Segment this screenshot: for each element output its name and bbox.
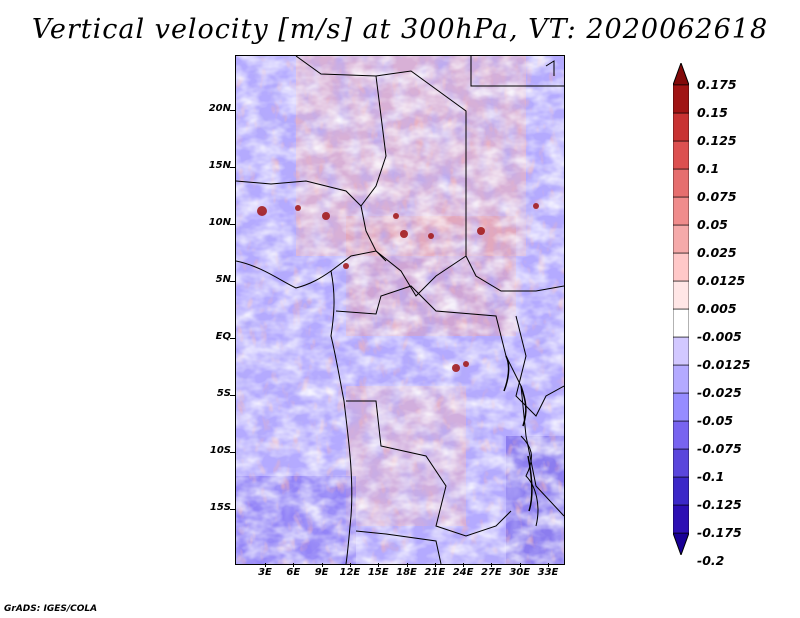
credit-text: GrADS: IGES/COLA (4, 604, 98, 614)
lat-tick (230, 338, 235, 339)
colorbar-label: -0.1 (697, 469, 725, 484)
lon-label-18e: 18E (396, 567, 417, 578)
colorbar-label: 0.1 (697, 161, 720, 176)
colorbar-band (673, 112, 689, 142)
colorbar-label: 0.075 (697, 189, 737, 204)
lon-tick (349, 563, 351, 567)
lon-tick (491, 563, 493, 567)
colorbar-band (673, 140, 689, 170)
lat-tick (230, 224, 235, 225)
lon-tick (293, 563, 295, 567)
lon-tick (378, 563, 380, 567)
colorbar-band (673, 448, 689, 478)
colorbar-band (673, 252, 689, 282)
colorbar-label: 0.0125 (697, 273, 746, 288)
colorbar-band (673, 84, 689, 114)
lon-label-21e: 21E (424, 567, 446, 578)
colorbar-label: 0.125 (697, 133, 737, 148)
lon-label-30e: 30E (509, 567, 531, 578)
colorbar-band (673, 364, 689, 394)
lon-label-9e: 9E (314, 567, 329, 578)
lat-label-5s: 5S (216, 388, 231, 399)
colorbar-band (673, 196, 689, 226)
vertical-velocity-field (236, 56, 564, 564)
colorbar-band (673, 280, 689, 310)
lon-tick (463, 563, 465, 567)
lon-tick (265, 563, 266, 567)
colorbar-label: 0.175 (697, 77, 737, 92)
colorbar-label: -0.175 (697, 525, 742, 540)
lat-label-20n: 20N (208, 103, 231, 114)
lat-label-eq: EQ (215, 331, 231, 342)
colorbar-label: -0.2 (697, 553, 725, 568)
lat-tick (230, 509, 235, 510)
lon-label-12e: 12E (339, 567, 361, 578)
colorbar-label: -0.075 (697, 441, 742, 456)
map-title: Vertical velocity [m/s] at 300hPa, VT: 2… (31, 14, 769, 45)
lat-tick (230, 281, 235, 282)
colorbar-label: 0.005 (697, 301, 737, 316)
lon-label-24e: 24E (452, 567, 474, 578)
colorbar-label: -0.005 (697, 329, 742, 344)
lon-label-6e: 6E (286, 567, 301, 578)
lat-tick (230, 167, 235, 168)
colorbar-label: -0.0125 (697, 357, 751, 372)
lat-label-15s: 15S (209, 502, 231, 513)
colorbar-label: -0.125 (697, 497, 742, 512)
lon-tick (548, 563, 549, 567)
colorbar (673, 63, 689, 555)
colorbar-band (673, 168, 689, 198)
lon-tick (406, 563, 408, 567)
colorbar-label: -0.05 (697, 413, 734, 428)
lon-tick (321, 563, 323, 567)
lat-tick (230, 110, 235, 111)
colorbar-band (673, 504, 689, 534)
lat-label-15n: 15N (208, 160, 231, 171)
colorbar-band (673, 224, 689, 254)
colorbar-band (673, 476, 689, 506)
lon-label-3e: 3E (258, 567, 272, 578)
colorbar-label: 0.05 (697, 217, 728, 232)
lat-tick (230, 452, 235, 453)
lon-label-33e: 33E (537, 567, 559, 578)
colorbar-band (673, 308, 689, 338)
lon-label-15e: 15E (367, 567, 389, 578)
colorbar-band (673, 420, 689, 450)
lat-tick (230, 395, 235, 396)
colorbar-label: -0.025 (697, 385, 742, 400)
lon-tick (519, 563, 521, 567)
colorbar-label: 0.15 (697, 105, 728, 120)
colorbar-bottom-arrow (673, 532, 689, 555)
colorbar-band (673, 392, 689, 422)
colorbar-top-arrow (673, 63, 689, 86)
lon-label-27e: 27E (481, 567, 502, 578)
lat-label-5n: 5N (215, 274, 231, 285)
colorbar-band (673, 336, 689, 366)
lat-label-10s: 10S (209, 445, 231, 456)
lat-label-10n: 10N (208, 217, 231, 228)
map-panel (235, 55, 565, 565)
lon-tick (434, 563, 436, 567)
colorbar-label: 0.025 (697, 245, 737, 260)
